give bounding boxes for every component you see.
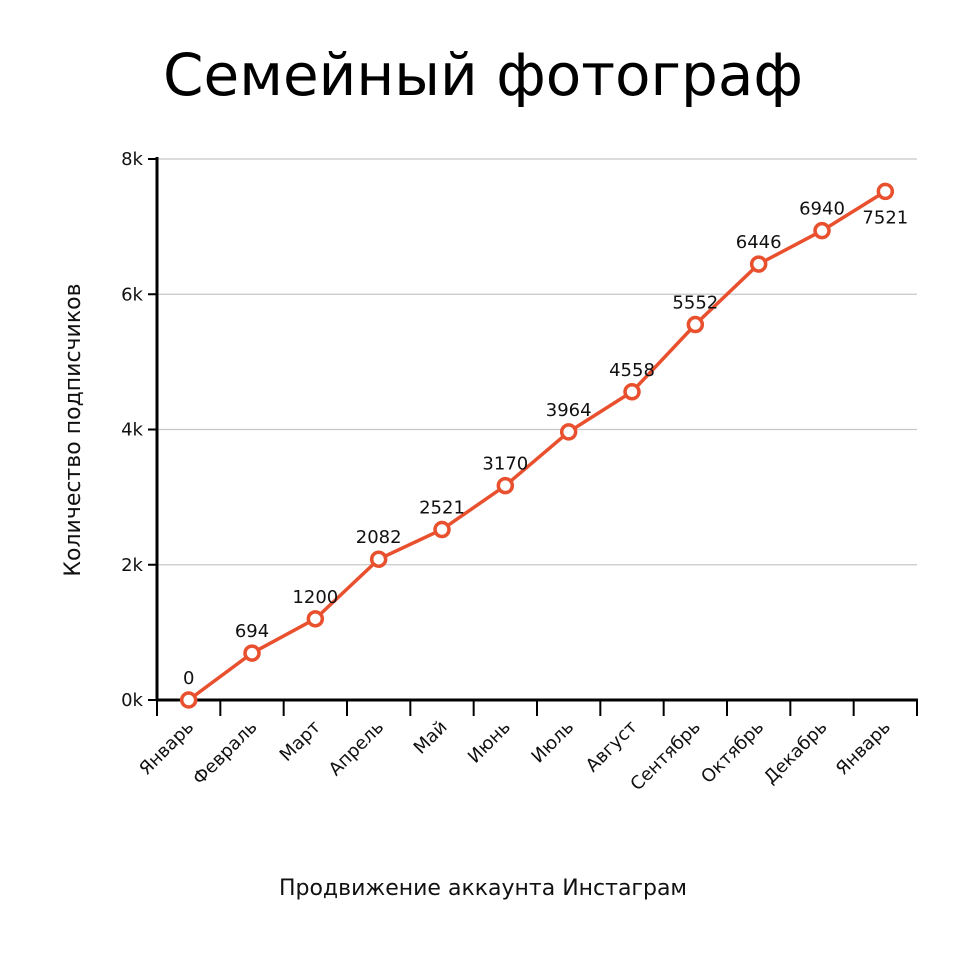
data-label: 5552: [672, 293, 718, 314]
series-group: [179, 182, 895, 709]
y-tick-label: 0k: [121, 690, 143, 711]
gridlines: [157, 158, 917, 566]
data-point: [686, 315, 705, 334]
x-axis-label: Продвижение аккаунта Инстаграм: [279, 876, 687, 901]
x-tick-label: Март: [276, 717, 325, 766]
y-axis-label: Количество подписчиков: [61, 283, 86, 576]
data-label: 4558: [609, 360, 655, 381]
data-label: 6940: [799, 199, 845, 220]
data-point: [559, 423, 578, 441]
x-tick-label: Август: [582, 717, 642, 777]
x-tick-label: Январь: [135, 717, 198, 780]
data-point: [876, 182, 895, 201]
data-label: 694: [235, 621, 269, 642]
data-label: 2082: [356, 527, 402, 548]
data-label: 0: [183, 668, 194, 689]
data-point: [496, 476, 515, 495]
x-tick-label: Июль: [527, 717, 578, 768]
y-tick-label: 2k: [121, 555, 143, 576]
series-line: [187, 189, 887, 702]
data-point: [433, 520, 451, 539]
x-tick-label: Январь: [832, 717, 895, 780]
x-tick-label: Декабрь: [760, 717, 832, 789]
x-tick-label: Апрель: [325, 717, 388, 780]
data-label: 6446: [736, 232, 782, 253]
data-point: [306, 610, 325, 628]
data-point: [623, 383, 641, 401]
x-tick-label: Май: [410, 717, 452, 759]
x-tick-label: Июнь: [464, 717, 515, 768]
data-point: [243, 644, 261, 662]
y-tick-label: 6k: [121, 284, 143, 305]
data-point: [369, 550, 388, 568]
data-labels: 0 694 1200 2082 2521 3170 3964 4558 5552 6446 6940…: [183, 199, 908, 689]
data-label: 1200: [292, 587, 338, 608]
data-point: [749, 255, 768, 273]
data-point: [179, 691, 198, 709]
y-tick-label: 8k: [121, 149, 143, 170]
data-label: 2521: [419, 498, 465, 519]
data-label: 7521: [862, 207, 908, 228]
x-tick-label: Февраль: [189, 717, 262, 790]
x-tick-label: Октябрь: [697, 717, 768, 788]
chart-title: Семейный фотограф: [163, 41, 803, 109]
y-tick-label: 4k: [121, 420, 143, 441]
data-label: 3964: [546, 400, 592, 421]
y-axis: 0k 2k 4k 6k 8k: [121, 149, 159, 711]
data-point: [813, 221, 831, 240]
data-label: 3170: [482, 454, 528, 475]
